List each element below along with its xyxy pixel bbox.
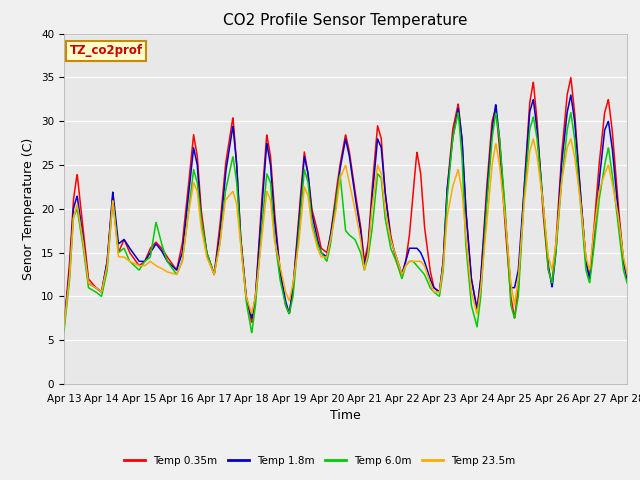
X-axis label: Time: Time [330,409,361,422]
Legend: Temp 0.35m, Temp 1.8m, Temp 6.0m, Temp 23.5m: Temp 0.35m, Temp 1.8m, Temp 6.0m, Temp 2… [120,452,520,470]
Y-axis label: Senor Temperature (C): Senor Temperature (C) [22,138,35,280]
Text: TZ_co2prof: TZ_co2prof [70,44,143,57]
Title: CO2 Profile Sensor Temperature: CO2 Profile Sensor Temperature [223,13,468,28]
